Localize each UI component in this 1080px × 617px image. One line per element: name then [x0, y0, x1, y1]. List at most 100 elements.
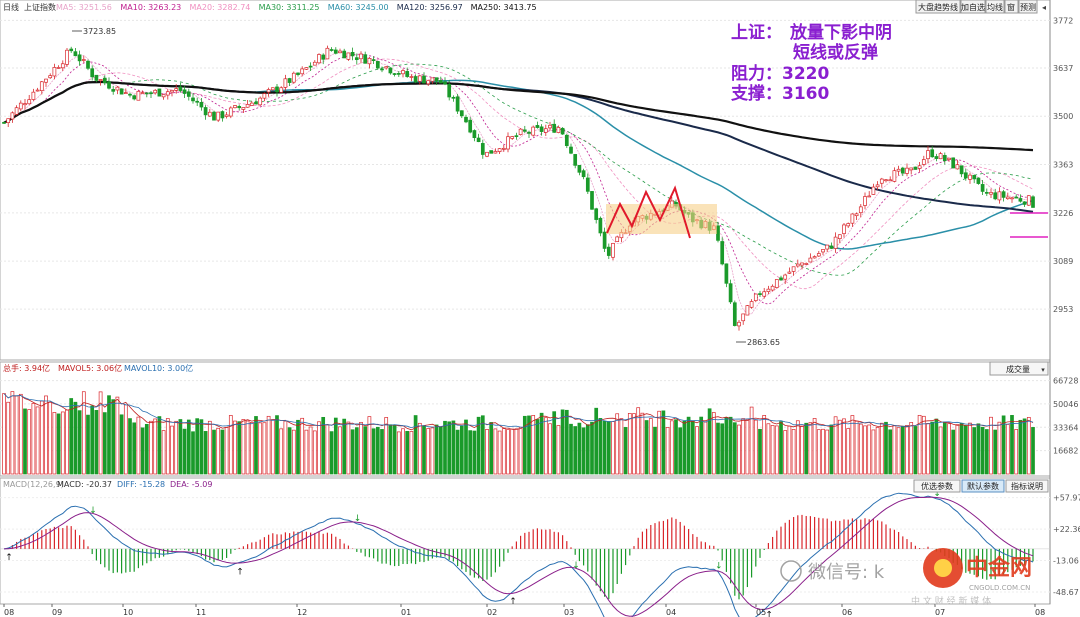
toolbar-favorite-button[interactable] — [960, 0, 986, 14]
volume-select-label: 成交量 — [1006, 364, 1030, 374]
volume-bar — [380, 429, 384, 475]
volume-bar — [501, 428, 506, 475]
candle — [732, 300, 737, 327]
volume-total: 总手: 3.94亿 — [3, 363, 50, 373]
volume-bar — [291, 429, 296, 475]
volume-bar — [1005, 424, 1010, 475]
price-header: 日线 上证指数 MA5: 3251.56 MA10: 3263.23 MA20: 3… — [3, 2, 537, 12]
candle — [989, 188, 993, 199]
candle — [934, 153, 939, 162]
macd-help-button[interactable] — [1005, 479, 1049, 493]
mavol-line — [3, 393, 1034, 429]
toolbar-forecast-button[interactable] — [1018, 0, 1038, 14]
candle — [191, 93, 195, 104]
candle — [2, 121, 6, 124]
volume-bar — [325, 424, 330, 475]
candle — [1010, 197, 1014, 203]
macd-default-button[interactable] — [961, 479, 1005, 493]
candle — [371, 56, 376, 64]
candle — [165, 89, 170, 100]
candle — [976, 177, 981, 185]
candle — [480, 139, 485, 159]
candle — [476, 133, 481, 143]
volume-bar — [640, 412, 645, 475]
volume-bar — [81, 391, 86, 475]
toolbar-trend-button[interactable] — [915, 0, 961, 14]
macd-value: MACD: -20.37 — [57, 480, 112, 489]
candle — [779, 275, 783, 281]
volume-bar — [245, 420, 250, 475]
volume-bar — [762, 415, 767, 475]
volume-bar — [774, 425, 779, 475]
candle — [606, 243, 611, 260]
candle — [506, 132, 510, 153]
candle — [65, 48, 69, 67]
volume-bar — [959, 422, 964, 475]
date-tick: 09 — [52, 608, 62, 617]
volume-bar — [787, 425, 792, 475]
sell-arrow-icon: ↓ — [89, 506, 97, 516]
volume-bar — [195, 418, 200, 475]
volume-bar — [753, 419, 758, 475]
candle — [27, 94, 32, 105]
volume-bar — [724, 417, 729, 475]
diff-line — [3, 492, 1034, 617]
buy-arrow-icon: ↑ — [765, 611, 773, 617]
candle — [955, 160, 960, 170]
candle — [548, 121, 552, 131]
chevron-left-icon[interactable]: ◂ — [1042, 3, 1046, 12]
candle — [367, 56, 372, 69]
volume-bar — [241, 419, 246, 475]
volume-bar — [564, 409, 569, 475]
volume-bar — [396, 431, 401, 475]
volume-bar — [695, 426, 699, 475]
macd-optimal-button[interactable] — [913, 479, 961, 493]
candle — [6, 118, 11, 128]
candle — [909, 167, 914, 175]
volume-bar — [972, 427, 977, 475]
toolbar-ma-button[interactable] — [985, 0, 1005, 14]
candle — [556, 125, 561, 134]
volume-bar — [909, 422, 914, 475]
ma-header-item: MA5: 3251.56 — [56, 3, 112, 12]
volume-bar — [837, 419, 842, 475]
volume-bar — [489, 422, 494, 475]
w-pattern-line — [606, 185, 691, 239]
candle — [140, 90, 145, 94]
volume-bar — [497, 430, 502, 475]
macd-toolbar: 优选参数 默认参数 指标说明 — [913, 479, 1049, 493]
candle — [380, 66, 384, 73]
candle — [590, 191, 594, 210]
candle — [728, 279, 733, 304]
sell-arrow-icon: ↓ — [933, 489, 941, 499]
volume-bar — [854, 420, 859, 475]
volume-indicator-select[interactable]: 成交量 ▾ — [989, 361, 1049, 376]
candle — [195, 97, 200, 107]
volume-bar — [371, 428, 376, 475]
volume-bar — [745, 419, 750, 475]
candle — [86, 59, 90, 71]
candle — [959, 165, 964, 178]
volume-bar — [644, 420, 649, 475]
volume-bar — [367, 416, 372, 475]
volume-axis: 66728 50046 33364 16682 — [1053, 377, 1078, 456]
candle — [522, 125, 527, 133]
volume-bar — [308, 426, 313, 475]
candle — [531, 125, 536, 137]
volume-bar — [10, 391, 15, 475]
volume-bar — [354, 427, 359, 475]
macd-default-label: 默认参数 — [967, 481, 999, 491]
candle — [535, 121, 540, 129]
price-tick: 3500 — [1053, 112, 1073, 121]
volume-bar — [984, 429, 989, 475]
candle — [951, 157, 956, 169]
volume-bar — [825, 429, 830, 475]
candle — [581, 168, 586, 180]
volume-bar — [48, 401, 53, 475]
toolbar-window-button[interactable] — [1004, 0, 1019, 14]
volume-header: 总手: 3.94亿 MAVOL5: 3.06亿 MAVOL10: 3.00亿 — [3, 363, 193, 373]
candle — [430, 77, 435, 84]
candle — [455, 93, 460, 115]
volume-bar — [480, 415, 485, 475]
